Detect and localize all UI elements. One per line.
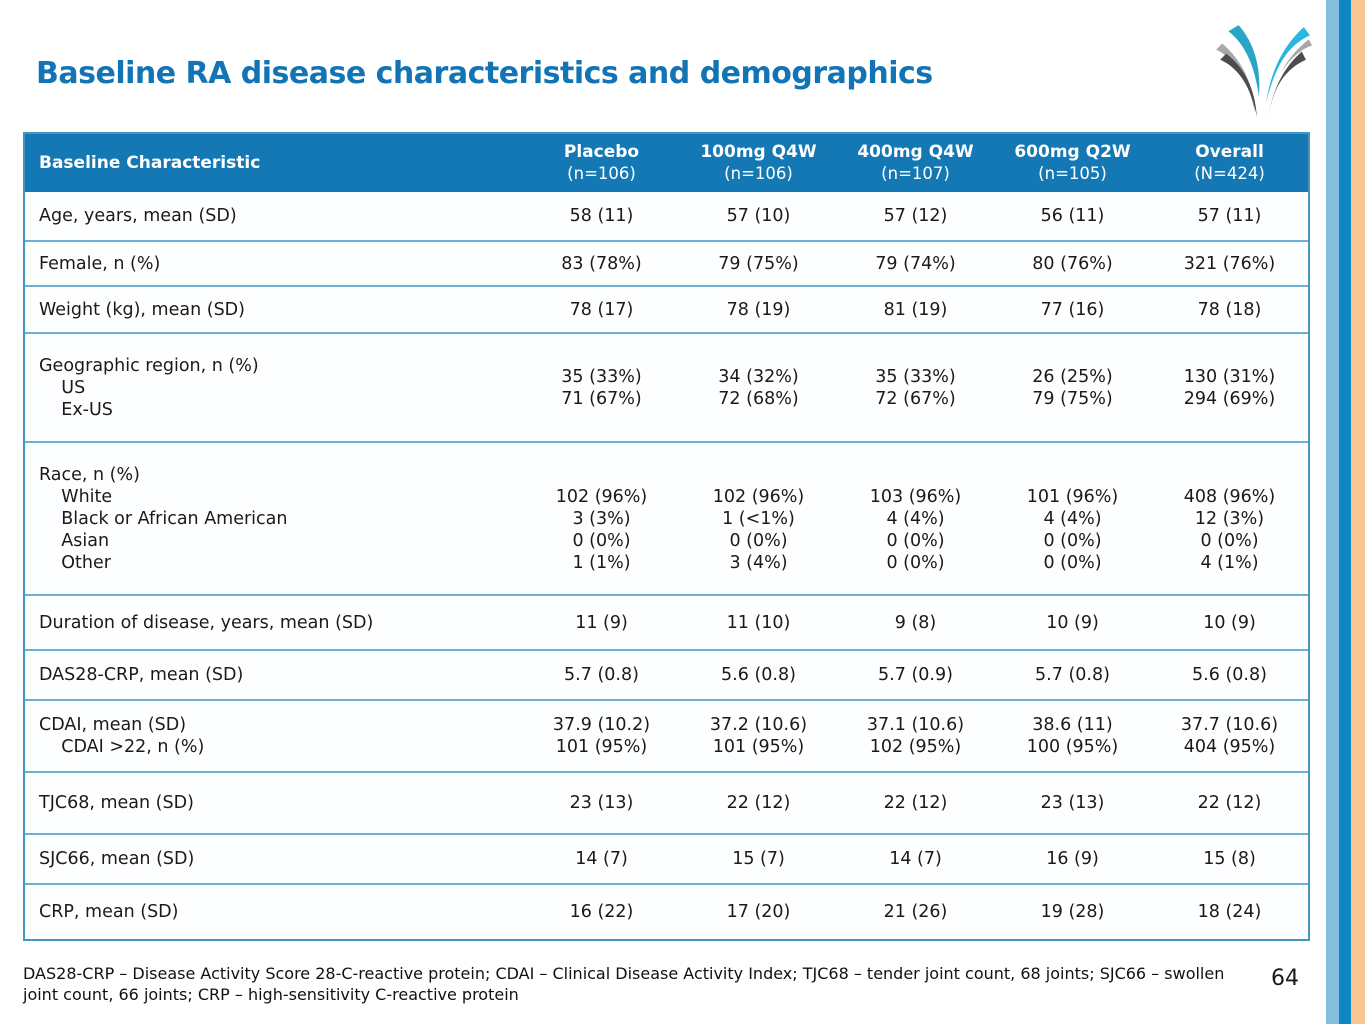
table-row: Geographic region, n (%) US Ex-US 35 (33%…: [25, 332, 1308, 441]
row-value: 80 (76%): [1032, 253, 1113, 274]
table-row: DAS28-CRP, mean (SD) 5.7 (0.8) 5.6 (0.8) 5.…: [25, 649, 1308, 699]
column-header-400mg-q4w: 400mg Q4W (n=107): [857, 142, 974, 183]
table-row: SJC66, mean (SD) 14 (7) 15 (7) 14 (7) 16 (9)…: [25, 833, 1308, 883]
table-row: Female, n (%) 83 (78%) 79 (75%) 79 (74%) 80 …: [25, 240, 1308, 285]
row-value: 57 (12): [883, 206, 948, 226]
row-value: 408 (96%) 12 (3%) 0 (0%) 4 (1%): [1183, 486, 1276, 573]
footnote-abbreviations: DAS28-CRP – Disease Activity Score 28-C-…: [23, 964, 1225, 1004]
row-value: 22 (12): [883, 793, 948, 813]
row-value: 14 (7): [889, 849, 942, 869]
row-label: DAS28-CRP, mean (SD): [39, 665, 244, 685]
row-value: 23 (13): [569, 793, 634, 813]
row-value: 9 (8): [894, 612, 937, 633]
row-label: SJC66, mean (SD): [39, 849, 195, 869]
row-value: 130 (31%) 294 (69%): [1183, 366, 1276, 409]
row-value: 11 (10): [726, 612, 791, 633]
row-value: 37.7 (10.6) 404 (95%): [1180, 715, 1279, 757]
row-label: Age, years, mean (SD): [39, 206, 237, 226]
row-value: 77 (16): [1040, 299, 1105, 320]
column-header-overall: Overall (N=424): [1194, 142, 1265, 183]
table-row: Age, years, mean (SD) 58 (11) 57 (10) 57 (1…: [25, 192, 1308, 240]
table-row: CRP, mean (SD) 16 (22) 17 (20) 21 (26) 19 (2…: [25, 883, 1308, 939]
table-row: TJC68, mean (SD) 23 (13) 22 (12) 22 (12) 23 …: [25, 771, 1308, 833]
row-value: 17 (20): [726, 902, 791, 922]
edge-stripe-light-blue: [1326, 0, 1339, 1024]
row-value: 26 (25%) 79 (75%): [1032, 366, 1113, 409]
row-value: 16 (22): [569, 902, 634, 922]
column-header-placebo: Placebo (n=106): [563, 142, 640, 183]
row-value: 78 (17): [569, 299, 634, 320]
row-value: 81 (19): [883, 299, 948, 320]
edge-stripe-orange: [1351, 0, 1365, 1024]
row-label: Race, n (%) White Black or African Ameri…: [39, 464, 288, 573]
row-label: Geographic region, n (%) US Ex-US: [39, 355, 259, 420]
row-value: 57 (10): [726, 206, 791, 226]
row-value: 102 (96%) 1 (<1%) 0 (0%) 3 (4%): [712, 486, 805, 573]
edge-stripe-dark-blue: [1339, 0, 1351, 1024]
row-value: 22 (12): [726, 793, 791, 813]
row-value: 58 (11): [569, 206, 634, 226]
row-value: 56 (11): [1040, 206, 1105, 226]
row-label: CDAI, mean (SD) CDAI >22, n (%): [39, 715, 205, 757]
page-number: 64: [1271, 966, 1299, 991]
page-title: Baseline RA disease characteristics and …: [36, 56, 933, 91]
column-header-600mg-q2w: 600mg Q2W (n=105): [1014, 142, 1131, 183]
row-value: 23 (13): [1040, 793, 1105, 813]
row-label: Female, n (%): [39, 253, 161, 274]
row-value: 5.6 (0.8): [1192, 665, 1267, 685]
row-value: 15 (7): [732, 849, 785, 869]
row-value: 18 (24): [1197, 902, 1262, 922]
row-value: 37.2 (10.6) 101 (95%): [709, 715, 808, 757]
row-value: 14 (7): [575, 849, 628, 869]
row-label: Weight (kg), mean (SD): [39, 299, 245, 320]
row-value: 38.6 (11) 100 (95%): [1026, 715, 1119, 757]
table-header-row: Baseline Characteristic Placebo (n=106) …: [25, 134, 1308, 192]
column-header-baseline-characteristic: Baseline Characteristic: [39, 153, 261, 173]
table-row: Race, n (%) White Black or African Ameri…: [25, 441, 1308, 594]
row-value: 83 (78%): [561, 253, 642, 274]
table-row: Weight (kg), mean (SD) 78 (17) 78 (19) 81 (…: [25, 285, 1308, 332]
row-value: 35 (33%) 72 (67%): [875, 366, 956, 409]
row-value: 21 (26): [883, 902, 948, 922]
row-value: 57 (11): [1197, 206, 1262, 226]
table-row: Duration of disease, years, mean (SD) 11 …: [25, 594, 1308, 649]
table-body: Age, years, mean (SD) 58 (11) 57 (10) 57 (1…: [25, 192, 1308, 939]
row-label: TJC68, mean (SD): [39, 793, 194, 813]
row-value: 79 (75%): [718, 253, 799, 274]
row-value: 35 (33%) 71 (67%): [561, 366, 642, 409]
row-value: 101 (96%) 4 (4%) 0 (0%) 0 (0%): [1026, 486, 1119, 573]
row-value: 15 (8): [1203, 849, 1256, 869]
row-value: 78 (18): [1197, 299, 1262, 320]
row-value: 5.7 (0.8): [1035, 665, 1110, 685]
row-value: 37.1 (10.6) 102 (95%): [866, 715, 965, 757]
row-value: 79 (74%): [875, 253, 956, 274]
row-value: 22 (12): [1197, 793, 1262, 813]
row-value: 16 (9): [1046, 849, 1099, 869]
row-value: 102 (96%) 3 (3%) 0 (0%) 1 (1%): [555, 486, 648, 573]
row-value: 5.7 (0.8): [564, 665, 639, 685]
row-value: 103 (96%) 4 (4%) 0 (0%) 0 (0%): [869, 486, 962, 573]
row-value: 10 (9): [1203, 612, 1256, 633]
company-logo-icon: [1210, 16, 1312, 124]
table-row: CDAI, mean (SD) CDAI >22, n (%) 37.9 (10.…: [25, 699, 1308, 771]
row-value: 11 (9): [575, 612, 628, 633]
column-header-100mg-q4w: 100mg Q4W (n=106): [700, 142, 817, 183]
row-value: 34 (32%) 72 (68%): [718, 366, 799, 409]
baseline-characteristics-table: Baseline Characteristic Placebo (n=106) …: [23, 132, 1310, 941]
row-value: 10 (9): [1046, 612, 1099, 633]
row-value: 37.9 (10.2) 101 (95%): [552, 715, 651, 757]
row-value: 5.7 (0.9): [878, 665, 953, 685]
row-value: 19 (28): [1040, 902, 1105, 922]
row-label: Duration of disease, years, mean (SD): [39, 612, 374, 633]
row-label: CRP, mean (SD): [39, 902, 179, 922]
row-value: 321 (76%): [1183, 253, 1276, 274]
row-value: 78 (19): [726, 299, 791, 320]
row-value: 5.6 (0.8): [721, 665, 796, 685]
